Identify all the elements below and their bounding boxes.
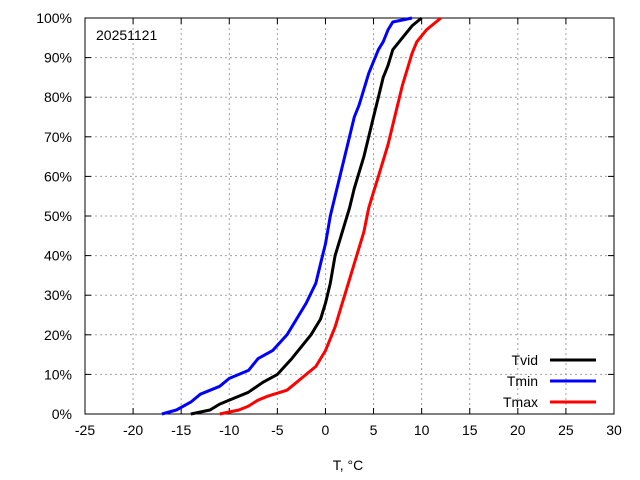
y-tick-label: 90% [44, 50, 72, 66]
x-tick-label: -5 [271, 422, 284, 438]
x-tick-label: 20 [510, 422, 526, 438]
y-tick-label: 70% [44, 129, 72, 145]
series-line-tvid [190, 16, 423, 416]
y-tick-label: 60% [44, 168, 72, 184]
y-tick-label: 0% [52, 406, 72, 422]
y-tick-label: 50% [44, 208, 72, 224]
ticks [84, 17, 615, 415]
x-tick-labels: -25 -20 -15 -10 -5 0 5 10 15 20 25 30 [75, 422, 622, 438]
x-tick-label: 10 [414, 422, 430, 438]
x-tick-label: -20 [123, 422, 143, 438]
legend-label: Tmin [507, 373, 538, 389]
series-layer [161, 16, 442, 416]
y-tick-label: 40% [44, 248, 72, 264]
series-line-tmax [219, 16, 442, 416]
y-tick-label: 10% [44, 366, 72, 382]
x-tick-label: 5 [370, 422, 378, 438]
x-tick-label: -10 [219, 422, 239, 438]
series-line-tmin [161, 16, 413, 416]
grid [84, 17, 615, 415]
x-tick-label: -25 [75, 422, 95, 438]
y-tick-label: 100% [36, 10, 72, 26]
y-tick-label: 30% [44, 287, 72, 303]
y-tick-label: 20% [44, 327, 72, 343]
x-tick-label: 15 [462, 422, 478, 438]
y-tick-label: 80% [44, 89, 72, 105]
x-tick-label: 0 [322, 422, 330, 438]
date-annotation: 20251121 [96, 27, 157, 43]
y-tick-labels: 0% 10% 20% 30% 40% 50% 60% 70% 80% 90% 100% [36, 10, 72, 422]
legend: Tvid Tmin Tmax [503, 352, 596, 410]
x-tick-label: -15 [171, 422, 191, 438]
x-tick-label: 30 [606, 422, 622, 438]
x-axis-title: T, °C [333, 457, 364, 473]
legend-label: Tmax [503, 394, 538, 410]
x-tick-label: 25 [558, 422, 574, 438]
legend-label: Tvid [512, 352, 538, 368]
